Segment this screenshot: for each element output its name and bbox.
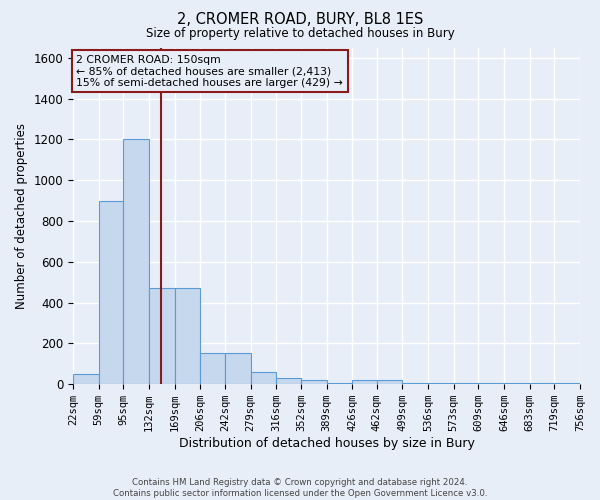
Text: Size of property relative to detached houses in Bury: Size of property relative to detached ho… (146, 28, 454, 40)
Bar (149, 288, 175, 384)
Bar (124, 140, 149, 384)
Bar (428, 383, 454, 384)
Bar (251, 372, 276, 384)
Y-axis label: Number of detached properties: Number of detached properties (15, 123, 28, 309)
Text: Contains HM Land Registry data © Crown copyright and database right 2024.
Contai: Contains HM Land Registry data © Crown c… (113, 478, 487, 498)
Bar (454, 383, 478, 384)
Bar (504, 383, 530, 384)
Bar (326, 383, 352, 384)
Bar (478, 383, 504, 384)
Bar (175, 288, 200, 384)
Text: 2, CROMER ROAD, BURY, BL8 1ES: 2, CROMER ROAD, BURY, BL8 1ES (177, 12, 423, 28)
Bar (301, 380, 326, 384)
X-axis label: Distribution of detached houses by size in Bury: Distribution of detached houses by size … (179, 437, 475, 450)
Bar (377, 380, 403, 384)
Bar (98, 200, 124, 384)
Bar (276, 378, 301, 384)
Bar (73, 374, 98, 384)
Bar (530, 383, 554, 384)
Bar (403, 383, 428, 384)
Bar (225, 352, 251, 384)
Text: 2 CROMER ROAD: 150sqm
← 85% of detached houses are smaller (2,413)
15% of semi-d: 2 CROMER ROAD: 150sqm ← 85% of detached … (76, 54, 343, 88)
Bar (352, 380, 377, 384)
Bar (200, 352, 225, 384)
Bar (554, 383, 580, 384)
